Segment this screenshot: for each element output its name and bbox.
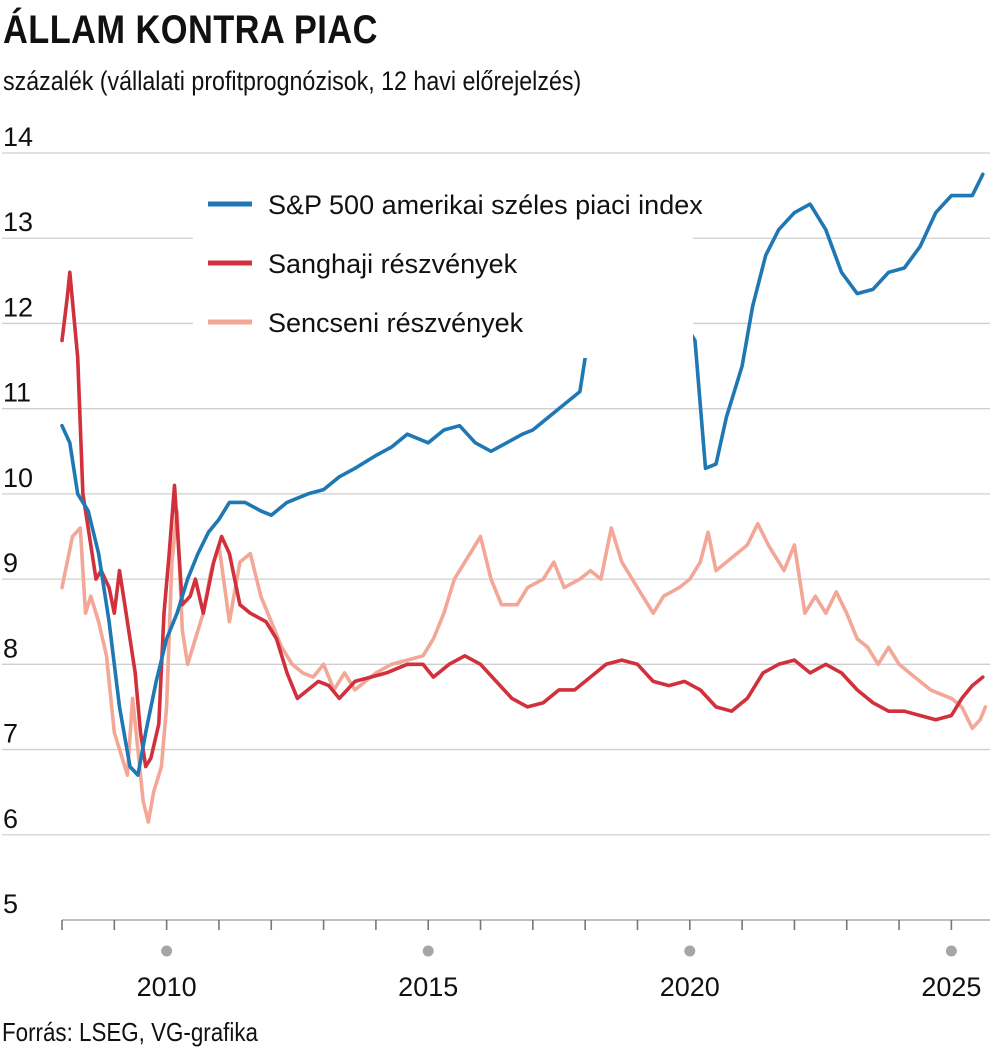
y-tick-label-11: 11: [3, 378, 31, 408]
series-line-0: [60, 172, 985, 777]
legend-background: [193, 168, 693, 358]
y-tick-label-5: 5: [3, 889, 18, 919]
series-line-1: [60, 270, 985, 769]
y-tick-label-7: 7: [3, 719, 18, 749]
x-tick-dot-2020: [684, 945, 696, 957]
source-note: Forrás: LSEG, VG-grafika: [2, 1017, 258, 1047]
legend: S&P 500 amerikai széles piaci index Sangh…: [193, 168, 703, 358]
x-tick-label-2015: 2015: [398, 972, 458, 1002]
y-tick-label-13: 13: [3, 207, 33, 237]
x-tick-dot-2010: [161, 945, 173, 957]
series-line-2: [60, 509, 988, 824]
y-tick-label-10: 10: [3, 463, 33, 493]
y-tick-label-9: 9: [3, 548, 18, 578]
y-tick-label-6: 6: [3, 804, 18, 834]
x-axis: 2010 2015 2020 2025: [61, 919, 990, 1002]
x-tick-label-2025: 2025: [921, 972, 981, 1002]
legend-label-0: S&P 500 amerikai széles piaci index: [268, 190, 703, 220]
x-tick-dot-2025: [945, 945, 957, 957]
chart-subtitle: százalék (vállalati profitprognózisok, 1…: [3, 66, 582, 96]
x-tick-label-2020: 2020: [660, 972, 720, 1002]
chart-title: ÁLLAM KONTRA PIAC: [3, 8, 378, 52]
series-lines: [60, 172, 988, 824]
x-tick-label-2010: 2010: [137, 972, 197, 1002]
y-axis-labels: 5 6 7 8 9 10 11 12 13 14: [3, 122, 33, 919]
x-tick-dot-2015: [422, 945, 434, 957]
y-tick-label-8: 8: [3, 633, 18, 663]
legend-label-1: Sanghaji részvények: [268, 249, 518, 279]
y-tick-label-12: 12: [3, 292, 33, 322]
y-tick-label-14: 14: [3, 122, 33, 152]
legend-label-2: Sencseni részvények: [268, 308, 524, 338]
